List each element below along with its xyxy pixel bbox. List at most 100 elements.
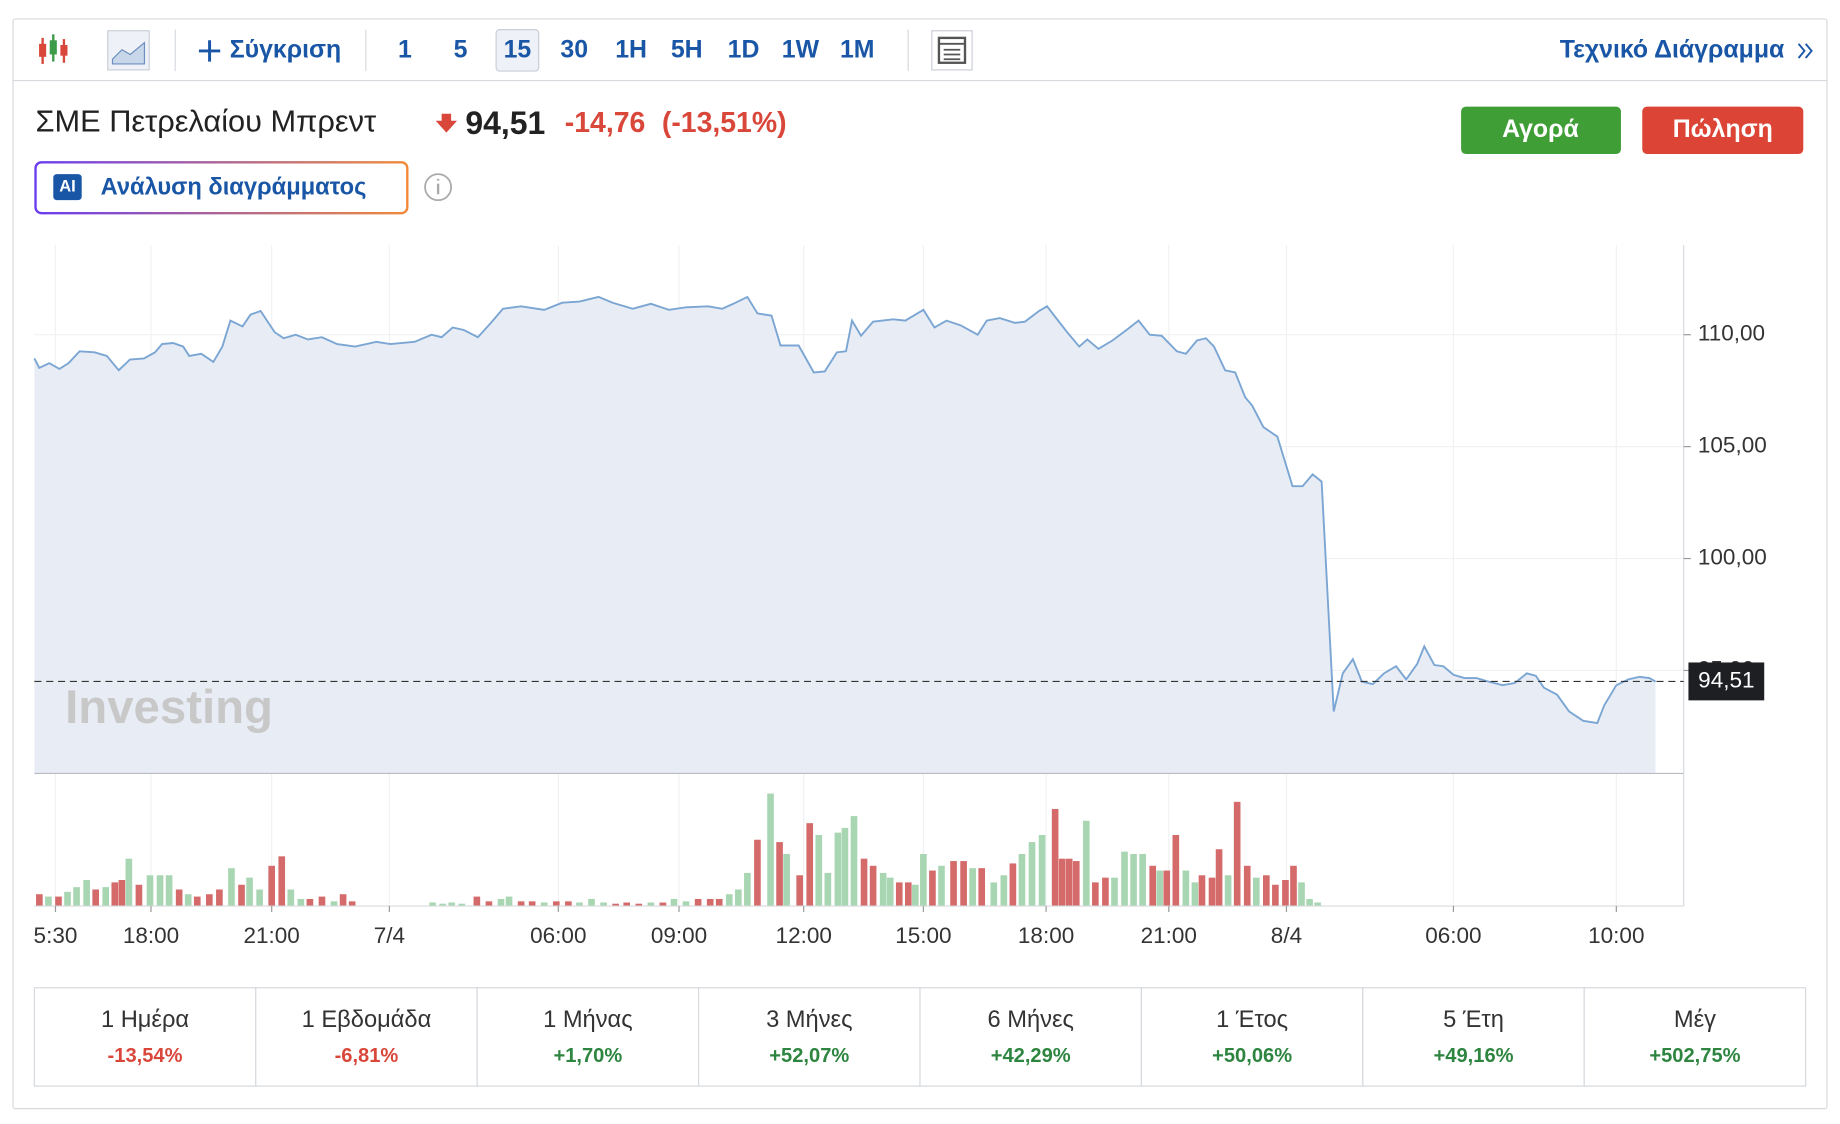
interval-button[interactable]: 1M (840, 35, 875, 63)
chevron-icon (1797, 43, 1813, 59)
interval-label: 15 (504, 35, 532, 63)
technical-chart-link[interactable]: Τεχνικό Διάγραμμα (1560, 35, 1785, 63)
volume-bar (1282, 880, 1289, 907)
volume-bar (1009, 863, 1017, 907)
buy-button[interactable]: Αγορά (1461, 106, 1621, 154)
volume-bar (929, 870, 936, 907)
interval-selected (495, 29, 540, 72)
interval-button[interactable]: 1D (728, 35, 760, 63)
x-tick-label: 7/4 (374, 923, 405, 948)
cell-frame (1583, 987, 1807, 1087)
chart: .comInvesting95,00100,00105,00110,005:30… (33, 245, 1767, 948)
x-tick-label: 8/4 (1271, 923, 1302, 948)
performance-cell[interactable]: 1 Εβδομάδα -6,81% (255, 987, 478, 1087)
volume-bar (135, 884, 143, 907)
interval-button[interactable]: 1H (615, 35, 647, 63)
interval-button[interactable]: 1 (398, 35, 412, 63)
volume-bar (339, 894, 347, 907)
volume-bar (920, 853, 927, 907)
sell-button[interactable]: Πώληση (1642, 106, 1804, 154)
volume-bar (348, 901, 356, 907)
cell-frame (33, 987, 257, 1087)
volume-bar (448, 902, 456, 907)
volume-bar (565, 901, 572, 907)
candlestick-icon[interactable] (39, 34, 68, 64)
volume-bar (1111, 877, 1118, 907)
last-price-box (1688, 662, 1765, 701)
x-tick-label: 06:00 (530, 923, 586, 948)
period-label: 6 Μήνες (987, 1007, 1073, 1033)
volume-bar (246, 877, 253, 907)
performance-cell[interactable]: 1 Έτος +50,06% (1140, 987, 1364, 1087)
volume-bar (1272, 884, 1279, 907)
sell-background (1642, 106, 1804, 154)
volume-bar (497, 898, 505, 907)
volume-bar (238, 884, 245, 907)
cell-frame (697, 987, 921, 1087)
volume-bar (1172, 835, 1180, 907)
volume-bar (306, 898, 314, 907)
volume-bar (860, 858, 868, 907)
volume-bar (806, 823, 814, 907)
volume-bar (715, 898, 723, 907)
cell-frame (1362, 987, 1585, 1087)
interval-button[interactable]: 30 (560, 35, 588, 63)
period-change: -13,54% (108, 1045, 183, 1067)
info-icon[interactable] (424, 173, 453, 202)
volume-bar (776, 842, 783, 907)
volume-bar (1198, 875, 1206, 907)
performance-cell[interactable]: 1 Ημέρα -13,54% (33, 987, 257, 1087)
volume-bar (600, 902, 607, 907)
volume-bar (1130, 853, 1137, 907)
volume-bar (165, 875, 173, 907)
compare-button[interactable]: Σύγκριση (198, 35, 341, 63)
volume-bar (754, 839, 761, 907)
period-change: -6,81% (335, 1045, 399, 1067)
volume-bar (904, 882, 912, 907)
volume-bar (505, 896, 513, 907)
volume-bar (102, 887, 110, 907)
volume-bar (146, 875, 154, 907)
volume-bar (744, 872, 751, 907)
x-tick-label: 21:00 (244, 923, 300, 948)
x-tick-label: 12:00 (776, 923, 832, 948)
volume-bar (1233, 801, 1241, 907)
ai-analysis-button[interactable]: AI Ανάλυση διαγράμματος (34, 161, 409, 215)
x-tick-label: 15:00 (895, 923, 951, 948)
volume-bar (824, 872, 832, 907)
volume-bar (725, 894, 733, 907)
volume-bar (118, 880, 126, 907)
interval-button[interactable]: 1W (782, 35, 820, 63)
volume-bar (869, 865, 877, 907)
volume-bar (659, 902, 667, 907)
interval-label: 1 (398, 35, 412, 63)
plus-icon (198, 40, 221, 62)
volume-bar (647, 902, 655, 907)
interval-button[interactable]: 5H (671, 35, 703, 63)
volume-bar (796, 875, 804, 907)
volume-bar (1306, 898, 1313, 907)
performance-cell[interactable]: Μέγ +502,75% (1583, 987, 1807, 1087)
interval-button[interactable]: 15 (495, 29, 540, 72)
price: 94,51 (465, 105, 545, 141)
volume-bar (1028, 842, 1036, 907)
volume-bar (64, 891, 71, 907)
x-tick-label: 06:00 (1425, 923, 1481, 948)
interval-button[interactable]: 5 (454, 35, 468, 63)
layout-icon[interactable] (931, 30, 973, 71)
interval-label: 1H (615, 35, 647, 63)
performance-cell[interactable]: 5 Έτη +49,16% (1362, 987, 1585, 1087)
volume-bar (485, 901, 493, 907)
performance-cell[interactable]: 6 Μήνες +42,29% (919, 987, 1143, 1087)
performance-cell[interactable]: 3 Μήνες +52,07% (697, 987, 921, 1087)
volume-bar (429, 902, 436, 907)
period-change: +42,29% (991, 1045, 1071, 1067)
interval-label: 1D (728, 35, 760, 63)
volume-bar (1243, 865, 1251, 907)
volume-bar (552, 901, 560, 907)
interval-label: 5H (671, 35, 703, 63)
area-icon[interactable] (107, 30, 150, 71)
volume-bar (612, 903, 619, 907)
volume-bar (318, 896, 326, 907)
performance-cell[interactable]: 1 Μήνας +1,70% (476, 987, 700, 1087)
